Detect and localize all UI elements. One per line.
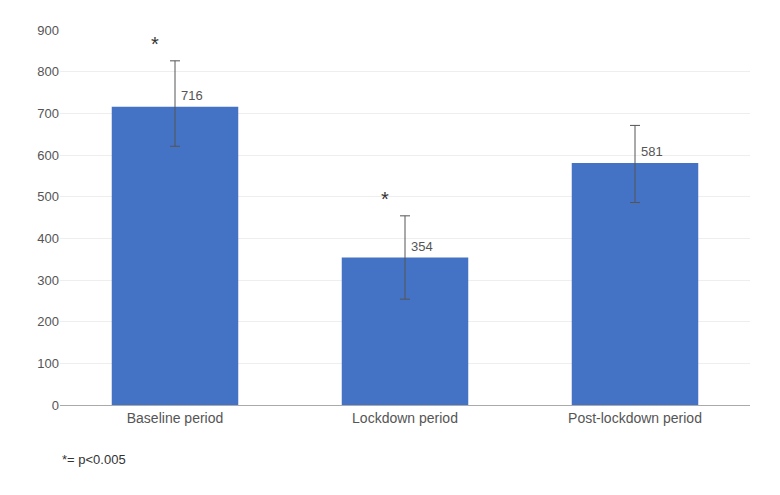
- svg-text:581: 581: [641, 144, 663, 159]
- svg-text:200: 200: [37, 314, 59, 329]
- svg-text:400: 400: [37, 231, 59, 246]
- svg-text:*: *: [381, 188, 389, 210]
- svg-text:*: *: [151, 33, 159, 55]
- svg-text:100: 100: [37, 356, 59, 371]
- svg-text:Lockdown period: Lockdown period: [352, 410, 458, 426]
- svg-text:0: 0: [52, 398, 59, 413]
- svg-text:*= p<0.005: *= p<0.005: [62, 452, 126, 467]
- svg-text:716: 716: [181, 88, 203, 103]
- svg-text:800: 800: [37, 64, 59, 79]
- svg-text:900: 900: [37, 23, 59, 38]
- svg-text:300: 300: [37, 273, 59, 288]
- svg-text:Baseline period: Baseline period: [127, 410, 224, 426]
- svg-text:700: 700: [37, 106, 59, 121]
- svg-text:500: 500: [37, 189, 59, 204]
- svg-text:600: 600: [37, 148, 59, 163]
- svg-text:Post-lockdown period: Post-lockdown period: [568, 410, 702, 426]
- svg-text:354: 354: [411, 239, 433, 254]
